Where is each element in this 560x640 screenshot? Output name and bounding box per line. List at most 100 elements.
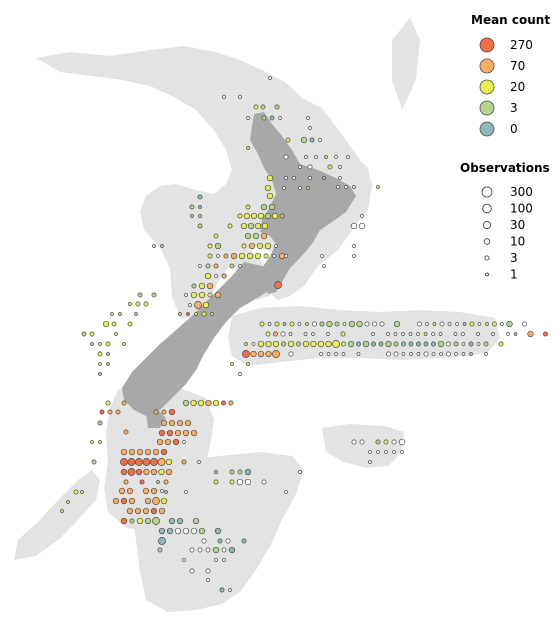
observation-marker [423,341,429,347]
observation-marker [246,146,250,150]
observation-marker [150,507,158,515]
observation-marker [129,518,135,524]
legend-observations-title: Observations [460,161,550,175]
observation-marker [334,321,340,327]
observation-marker [423,351,429,357]
legend-swatch [479,121,495,137]
observation-marker [188,303,192,307]
observation-marker [362,340,370,348]
observation-marker [137,292,143,298]
observation-marker [150,458,158,466]
observation-marker [197,194,203,200]
observation-marker [437,340,445,348]
observation-marker [166,429,174,437]
observation-marker [289,321,295,327]
observation-marker [348,320,356,328]
observation-marker [230,362,234,366]
observation-marker [198,291,206,299]
legend-size-symbol [483,238,491,245]
observation-marker [152,517,160,525]
observation-marker [158,507,166,515]
observation-marker [135,468,143,476]
observation-marker [264,184,272,192]
observation-marker [322,176,326,180]
legend-mean-count-item: 20 [479,79,525,95]
observation-marker [120,517,128,525]
observation-marker [296,341,301,347]
observation-marker [386,332,390,336]
observation-marker [322,264,326,268]
observation-marker [344,185,348,189]
observation-marker [409,352,413,356]
observation-marker [172,438,180,446]
observation-marker [317,340,325,348]
observation-marker [334,352,338,356]
observation-marker [213,479,219,485]
legend-observations-label: 300 [510,185,533,199]
observation-marker [227,223,233,229]
observation-marker [168,517,176,525]
observation-marker [197,547,203,553]
observation-marker [184,293,188,297]
observation-marker [166,527,174,535]
observation-marker [164,438,172,446]
observation-marker [298,470,302,474]
observation-marker [134,312,138,316]
observation-markers [60,76,548,593]
observation-marker [522,321,527,327]
observation-marker [213,233,219,239]
observation-marker [213,263,219,269]
legend-observations-label: 100 [510,202,533,216]
observation-marker [268,203,276,211]
observation-marker [238,264,242,268]
observation-marker [401,352,406,356]
west-scatter-region [14,470,100,560]
observation-marker [163,479,169,485]
observation-marker [197,223,203,229]
observation-marker [223,253,229,259]
observation-marker [190,214,194,218]
legend-swatch [479,100,495,116]
observation-marker [336,185,340,189]
observation-marker [303,332,308,336]
observation-marker [168,408,176,416]
observation-marker [238,372,242,376]
observation-marker [229,469,235,475]
observation-marker [338,165,342,169]
observation-marker [197,460,201,464]
observation-marker [287,340,295,348]
observation-marker [543,331,548,337]
observation-marker [513,332,518,336]
observation-marker [198,527,206,535]
observation-marker [102,320,110,328]
observation-marker [300,136,308,144]
observation-marker [272,350,280,358]
observation-marker [144,448,152,456]
observation-marker [214,274,218,278]
observation-marker [244,342,248,346]
legend-mean-count-item: 3 [479,100,518,116]
observation-marker [118,312,122,316]
observation-marker [263,253,269,259]
legend-mean-count-label: 3 [510,101,518,115]
observation-marker [320,254,324,258]
observation-marker [198,264,202,268]
observation-marker [498,341,504,347]
observation-marker [184,490,188,494]
observation-marker [274,321,280,327]
observation-marker [201,311,207,317]
observation-marker [118,487,126,495]
observation-marker [60,509,64,513]
observation-marker [107,409,113,415]
observation-marker [284,490,288,494]
observation-marker [120,458,128,466]
observation-marker [269,115,275,121]
observation-marker [228,588,232,592]
observation-marker [408,332,413,336]
observation-marker [127,458,136,466]
observation-marker [202,301,210,309]
observation-marker [99,409,105,415]
observation-marker [97,351,103,357]
observation-marker [80,490,84,494]
observation-marker [143,468,150,476]
